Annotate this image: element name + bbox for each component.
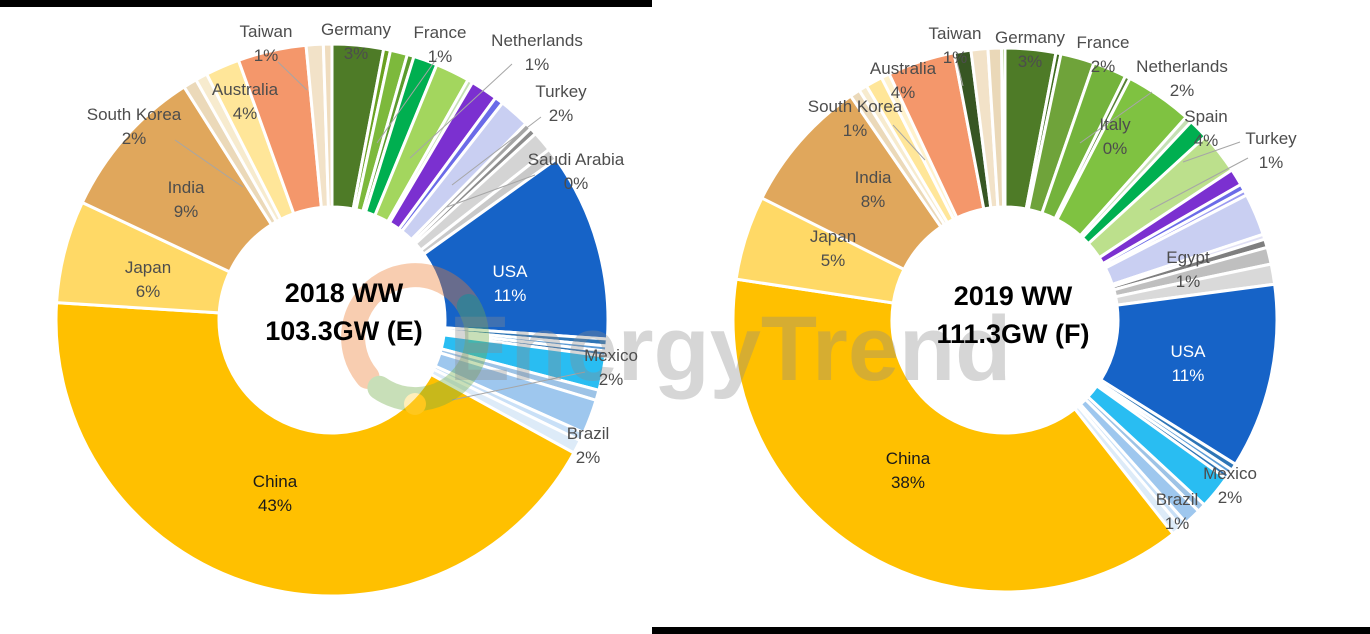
donut-0-label-usa: USA 11%	[492, 262, 528, 305]
donut-1-label-australia: Australia 4%	[869, 59, 937, 102]
donut-1-label-south-korea: South Korea 1%	[807, 97, 903, 140]
donut-0-slice-other	[321, 42, 334, 209]
donut-1-label-japan: Japan 5%	[809, 227, 857, 270]
donut-0-label-australia: Australia 4%	[211, 80, 279, 123]
donut-0-label-mexico: Mexico 2%	[584, 346, 638, 389]
donut-0-label-china: China 43%	[252, 472, 298, 515]
energytrend-watermark: EnergyTrend	[449, 298, 1012, 400]
label-leader-line	[446, 174, 536, 208]
donut-1-slice-usa	[1098, 282, 1279, 467]
donut-0-label-india: India 9%	[167, 178, 205, 221]
label-leader-line	[409, 63, 513, 159]
label-leader-line	[277, 61, 308, 91]
label-leader-line	[955, 57, 964, 87]
label-leader-line	[1182, 141, 1241, 163]
donut-0-label-taiwan: Taiwan 1%	[239, 22, 293, 65]
label-leader-line	[1149, 157, 1249, 211]
donut-0-label-germany: Germany 3%	[321, 20, 391, 63]
donut-1-slice-other	[1000, 46, 1007, 209]
donut-0-label-turkey: Turkey 2%	[535, 82, 587, 125]
top-border-bar	[0, 0, 652, 7]
donut-1-label-italy: Italy 0%	[1099, 115, 1131, 158]
donut-1-label-netherlands: Netherlands 2%	[1136, 57, 1228, 100]
donut-0-slice-china	[54, 301, 576, 598]
donut-1-label-egypt: Egypt 1%	[1166, 248, 1210, 291]
label-leader-line	[376, 57, 438, 144]
donut-0-label-brazil: Brazil 2%	[566, 424, 610, 467]
donut-1-label-usa: USA 11%	[1170, 342, 1206, 385]
donut-0-label-saudi-arabia: Saudi Arabia 0%	[527, 150, 625, 193]
label-leader-line	[892, 124, 926, 161]
donut-1-slice-china	[731, 277, 1176, 594]
left-donut-center-title: 2018 WW 103.3GW (E)	[265, 278, 423, 346]
donut-0-label-france: France 1%	[413, 23, 467, 66]
donut-0-slice-usa	[421, 157, 610, 341]
donut-0-label-japan: Japan 6%	[124, 258, 172, 301]
donut-1-label-china: China 38%	[885, 449, 931, 492]
donut-1-label-germany: Germany 3%	[995, 28, 1065, 71]
donut-1-label-france: France 2%	[1076, 33, 1130, 76]
right-donut-center-title: 2019 WW 111.3GW (F)	[936, 281, 1090, 349]
donut-0-label-netherlands: Netherlands 1%	[491, 31, 583, 74]
label-leader-line	[1079, 91, 1153, 144]
donut-1-label-mexico: Mexico 2%	[1203, 464, 1257, 507]
donut-1-label-india: India 8%	[854, 168, 892, 211]
label-leader-line	[451, 371, 586, 401]
label-leader-line	[451, 116, 542, 186]
donut-0-label-south-korea: South Korea 2%	[86, 105, 182, 148]
label-leader-line	[174, 139, 244, 188]
donut-1-label-taiwan: Taiwan 1%	[928, 24, 982, 67]
energytrend-logo-icon	[341, 263, 490, 415]
donut-1-label-turkey: Turkey 1%	[1245, 129, 1297, 172]
donut-1-label-brazil: Brazil 1%	[1155, 490, 1199, 533]
bottom-border-bar	[652, 627, 1370, 634]
donut-1-label-spain: Spain 4%	[1184, 107, 1228, 150]
